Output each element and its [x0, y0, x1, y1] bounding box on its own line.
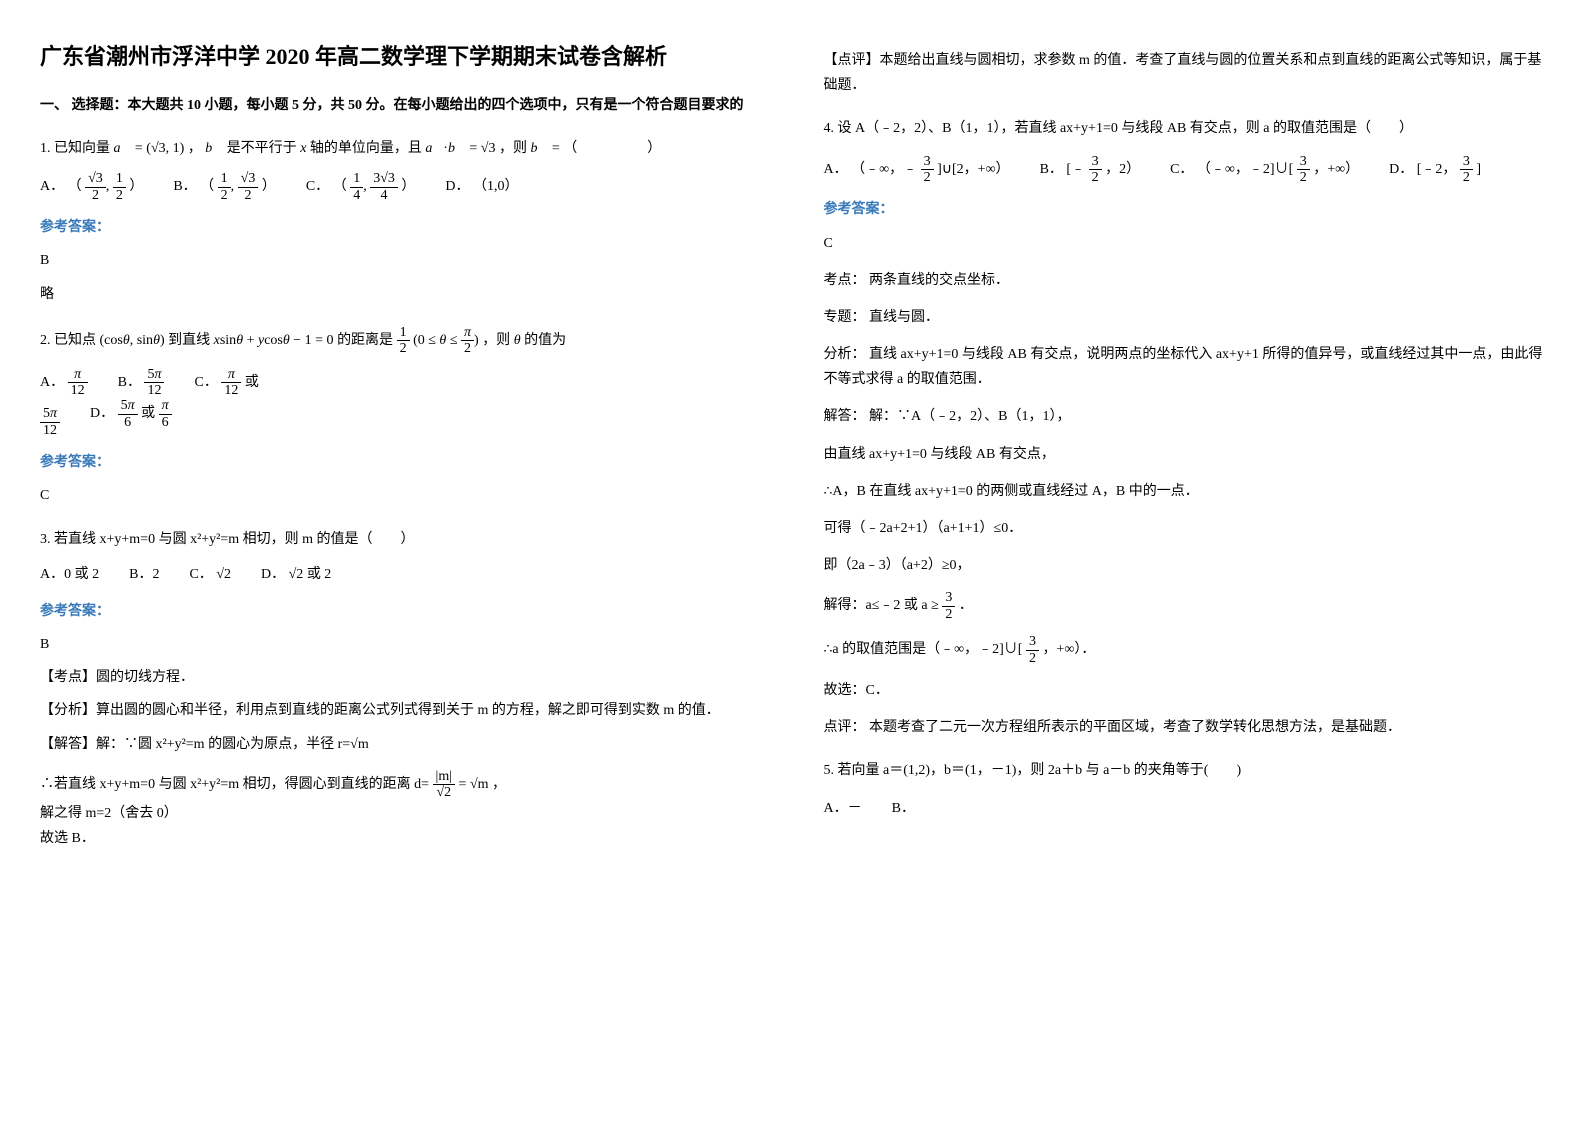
q4-opt-a: A． （﹣∞，﹣ 32 ]∪[2，+∞）	[824, 154, 1010, 186]
page-title: 广东省潮州市浮洋中学 2020 年高二数学理下学期期末试卷含解析	[40, 40, 764, 73]
q4-analysis: 分析： 直线 ax+y+1=0 与线段 AB 有交点，说明两点的坐标代入 ax+…	[824, 342, 1548, 392]
q4-solve-6: 解得：a≤﹣2 或 a ≥ 32 ．	[824, 590, 1548, 622]
q2-pre: 2. 已知点	[40, 333, 96, 348]
q5-opt-b: B．	[892, 796, 915, 821]
q4-options: A． （﹣∞，﹣ 32 ]∪[2，+∞） B． [﹣ 32 ，2） C． （﹣∞…	[824, 154, 1548, 186]
q3-solve-2: ∴若直线 x+y+m=0 与圆 x²+y²=m 相切，得圆心到直线的距离 d= …	[40, 769, 764, 801]
q2-point: (cosθ, sinθ)	[100, 333, 165, 348]
q1-opt-d: D． （1,0）	[445, 174, 518, 199]
question-4: 4. 设 A（﹣2，2）、B（1，1），若直线 ax+y+1=0 与线段 AB …	[824, 116, 1548, 141]
q1-options: A． （ √32, 12 ） B． （ 12, √32 ） C． （ 14, 3…	[40, 171, 764, 203]
q1-final: = （ ）	[552, 141, 661, 156]
q3-comment: 【点评】本题给出直线与圆相切，求参数 m 的值．考查了直线与圆的位置关系和点到直…	[824, 48, 1548, 98]
q3-opt-b: B．2	[129, 562, 159, 587]
q3-options: A．0 或 2 B．2 C． √2 D． √2 或 2	[40, 562, 764, 587]
q3-opt-a: A．0 或 2	[40, 562, 99, 587]
q4-solve-8: 故选：C．	[824, 678, 1548, 703]
q3-solve-3: 解之得 m=2（舍去 0）	[40, 801, 764, 826]
q2-opt-b: B． 5π12	[118, 367, 165, 399]
q1-b-eq: b⃗	[530, 141, 548, 156]
q4-opt-b: B． [﹣ 32 ，2）	[1040, 154, 1141, 186]
q1-dot: a⃗·b⃗ = √3	[425, 141, 495, 156]
q5-options: A．－ B．	[824, 796, 1548, 821]
q2-answer: C	[40, 483, 764, 508]
q4-answer: C	[824, 231, 1548, 256]
q4-answer-label: 参考答案：	[824, 197, 1548, 222]
q2-opt-a: A． π12	[40, 367, 88, 399]
q2-opt-c: C． π12 或	[194, 367, 258, 399]
q4-comment: 点评： 本题考查了二元一次方程组所表示的平面区域，考查了数学转化思想方法，是基础…	[824, 715, 1548, 740]
q1-vec-b: b⃗	[205, 141, 223, 156]
section-header: 一、 选择题：本大题共 10 小题，每小题 5 分，共 50 分。在每小题给出的…	[40, 93, 764, 118]
q3-point: 【考点】圆的切线方程．	[40, 665, 764, 690]
q4-opt-d: D． [﹣2， 32 ]	[1389, 154, 1481, 186]
q1-text-pre: 1. 已知向量	[40, 141, 110, 156]
q4-solve-2: 由直线 ax+y+1=0 与线段 AB 有交点，	[824, 442, 1548, 467]
q1-mid2: 是不平行于	[227, 141, 301, 156]
q2-opt-d: D． 5π6 或 π6	[90, 398, 172, 430]
q4-topic: 专题： 直线与圆．	[824, 305, 1548, 330]
q1-end: ，则	[499, 141, 527, 156]
q2-options: A． π12 B． 5π12 C． π12 或 5π12 D． 5π6	[40, 367, 764, 439]
q4-point: 考点： 两条直线的交点坐标．	[824, 268, 1548, 293]
question-2: 2. 已知点 (cosθ, sinθ) 到直线 xsinθ + ycosθ − …	[40, 325, 764, 357]
q5-opt-a: A．－	[824, 796, 862, 821]
q2-line: xsinθ + ycosθ − 1 = 0	[214, 333, 334, 348]
q1-brief: 略	[40, 282, 764, 307]
question-3: 3. 若直线 x+y+m=0 与圆 x²+y²=m 相切，则 m 的值是（ ）	[40, 527, 764, 552]
q1-opt-a-label: A．	[40, 179, 64, 194]
question-5: 5. 若向量 a＝(1,2)，b＝(1，－1)，则 2a＋b 与 a－b 的夹角…	[824, 758, 1548, 783]
q1-answer-label: 参考答案：	[40, 215, 764, 240]
q4-solve-4: 可得（﹣2a+2+1）（a+1+1）≤0．	[824, 516, 1548, 541]
q1-opt-c: C． （ 14, 3√34 ）	[306, 171, 416, 203]
q4-solve-7: ∴a 的取值范围是（﹣∞，﹣2]∪[ 32 ，+∞）．	[824, 634, 1548, 666]
q1-answer: B	[40, 248, 764, 273]
q1-opt-a: A． （ √32, 12 ）	[40, 171, 143, 203]
q3-answer-label: 参考答案：	[40, 599, 764, 624]
q4-solve: 解答： 解：∵A（﹣2，2）、B（1，1），	[824, 404, 1548, 429]
q4-opt-c: C． （﹣∞，﹣2]∪[ 32 ，+∞）	[1170, 154, 1359, 186]
q3-solve: 【解答】解：∵圆 x²+y²=m 的圆心为原点，半径 r=√m	[40, 732, 764, 757]
q1-vec-a: a⃗ = (√3, 1)	[114, 141, 185, 156]
question-1: 1. 已知向量 a⃗ = (√3, 1) ， b⃗ 是不平行于 x 轴的单位向量…	[40, 136, 764, 161]
q3-opt-c: C． √2	[189, 562, 231, 587]
q4-solve-3: ∴A，B 在直线 ax+y+1=0 的两侧或直线经过 A，B 中的一点．	[824, 479, 1548, 504]
q1-mid3: 轴的单位向量，且	[310, 141, 422, 156]
q1-opt-c-label: C．	[306, 179, 329, 194]
q3-analysis: 【分析】算出圆的圆心和半径，利用点到直线的距离公式列式得到关于 m 的方程，解之…	[40, 698, 764, 723]
q1-opt-d-label: D．	[445, 179, 469, 194]
q1-comma: ，	[188, 141, 202, 156]
q1-opt-b-label: B．	[173, 179, 196, 194]
q3-opt-d: D． √2 或 2	[261, 562, 331, 587]
q3-answer: B	[40, 632, 764, 657]
q1-opt-b: B． （ 12, √32 ）	[173, 171, 276, 203]
q3-solve-4: 故选 B．	[40, 826, 764, 851]
q4-solve-5: 即（2a﹣3）（a+2）≥0，	[824, 553, 1548, 578]
q2-answer-label: 参考答案：	[40, 450, 764, 475]
q1-x: x	[300, 141, 306, 156]
